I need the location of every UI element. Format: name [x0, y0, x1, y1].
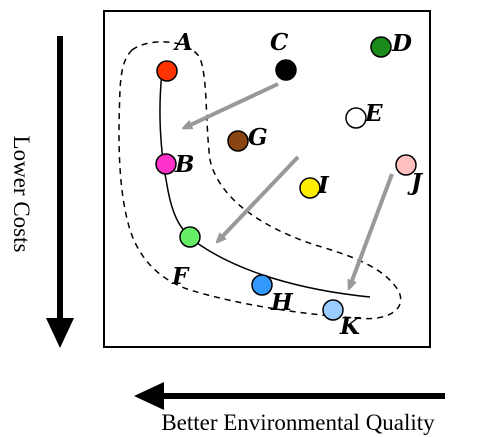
point-k — [322, 299, 344, 321]
arrow-c-to-b — [186, 82, 279, 127]
label-c: C — [270, 29, 289, 56]
point-b — [155, 153, 177, 175]
point-i — [299, 177, 321, 199]
point-a — [156, 60, 178, 82]
label-d: D — [391, 30, 412, 57]
point-h — [251, 274, 273, 296]
label-k: K — [339, 313, 361, 340]
point-d — [370, 36, 392, 58]
x-axis-label: Better Environmental Quality — [161, 410, 435, 435]
y-axis-arrowhead — [46, 318, 74, 348]
label-b: B — [174, 151, 194, 178]
label-f: F — [171, 263, 190, 290]
point-c — [275, 59, 297, 81]
label-h: H — [270, 289, 294, 316]
label-j: J — [407, 169, 424, 196]
point-g — [227, 130, 249, 152]
point-e — [345, 107, 367, 129]
label-i: I — [317, 172, 330, 199]
point-f — [179, 226, 201, 248]
plot-frame — [103, 10, 431, 348]
arrow-to-f — [219, 155, 300, 240]
x-axis-arrowhead — [134, 382, 164, 410]
label-e: E — [364, 100, 383, 127]
arrow-j-to-k — [350, 173, 394, 286]
label-g: G — [248, 124, 268, 151]
label-a: A — [173, 29, 193, 56]
frontier-envelope — [118, 41, 402, 320]
point-j — [395, 154, 417, 176]
y-axis-label: Lower Costs — [9, 136, 34, 253]
